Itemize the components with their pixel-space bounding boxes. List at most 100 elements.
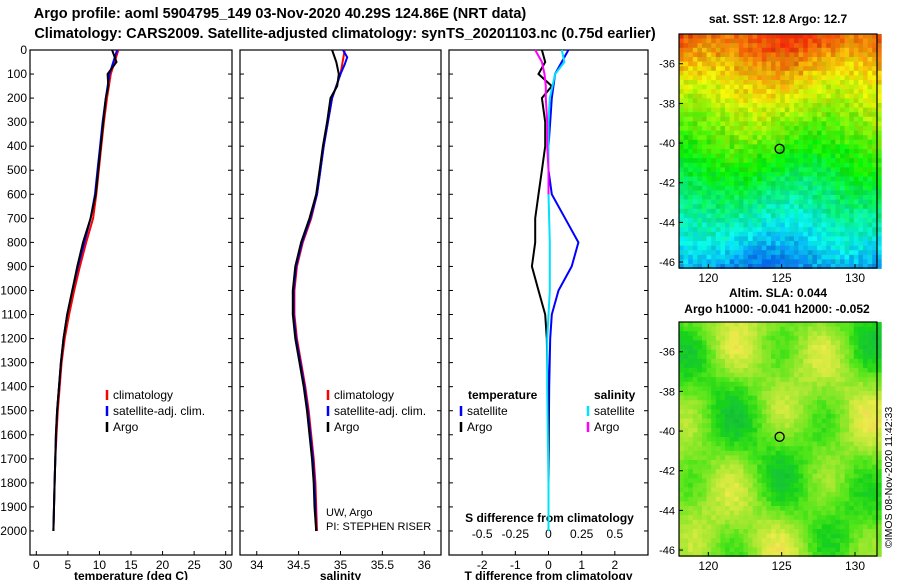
sla-map-cell (876, 547, 882, 553)
sst-map-cell (711, 250, 717, 256)
sst-map-cell (757, 38, 763, 44)
sla-map-cell (835, 529, 841, 534)
sla-map-cell (835, 414, 841, 419)
depth-tick-label: 1600 (0, 428, 27, 442)
sla-map-cell (784, 358, 790, 364)
sst-map-cell (835, 208, 841, 214)
legend-temperature-1: satellite-adj. clim. (113, 404, 205, 418)
sst-map-cell (715, 195, 721, 200)
sla-map-cell (858, 533, 864, 539)
sst-map-cell (858, 195, 864, 200)
sst-map-cell (807, 130, 813, 136)
sla-map-cell (817, 446, 822, 452)
sla-map-cell (734, 432, 740, 438)
sla-map-cell (803, 533, 809, 539)
sst-map-cell (849, 250, 855, 256)
sla-map-cell (807, 368, 813, 373)
sst-map-cell (738, 213, 744, 219)
sst-map-cell (775, 70, 781, 76)
sla-map-cell (748, 368, 753, 373)
sst-map-cell (853, 47, 859, 53)
sst-map-cell (683, 103, 689, 108)
sst-map-cell (784, 70, 790, 76)
sst-map-cell (817, 66, 822, 72)
sst-map-cell (817, 135, 822, 141)
sla-map-cell (844, 552, 850, 557)
sst-map-cell (752, 149, 758, 154)
sst-map-cell (826, 218, 832, 223)
sst-map-cell (715, 218, 721, 223)
sla-map-cell (725, 492, 730, 498)
sla-map-cell (844, 395, 850, 401)
sst-map-cell (812, 264, 818, 269)
sst-map-cell (803, 84, 809, 90)
sst-map-cell (849, 254, 855, 260)
sst-map-cell (729, 149, 735, 154)
sla-map-cell (812, 510, 818, 516)
sst-map-cell (692, 167, 698, 173)
sla-map-cell (798, 519, 804, 525)
depth-tick-label: 400 (7, 139, 27, 153)
sla-map-cell (743, 322, 749, 327)
sst-map-cell (702, 89, 707, 95)
sla-map-cell (817, 501, 822, 507)
sst-map-cell (853, 172, 859, 177)
sst-map-y-tick-label: -36 (659, 59, 675, 71)
sla-map-cell (679, 515, 684, 521)
sla-map-cell (784, 386, 790, 392)
sst-map-cell (757, 130, 763, 136)
sst-map-cell (826, 130, 832, 136)
sla-map-cell (757, 427, 763, 433)
sst-map-cell (858, 52, 864, 58)
sla-map-cell (775, 322, 781, 327)
sla-map-cell (835, 496, 841, 502)
sla-map-cell (840, 395, 845, 401)
sla-map-cell (867, 469, 873, 475)
sla-map-cell (752, 478, 758, 484)
sla-map-cell (725, 455, 730, 461)
sst-map-cell (752, 80, 758, 85)
sla-map-cell (766, 391, 772, 396)
sla-map-cell (807, 345, 813, 350)
sst-map-cell (683, 149, 689, 154)
sla-map-cell (771, 460, 776, 465)
sst-map-cell (720, 176, 726, 182)
sla-map-cell (715, 404, 721, 410)
sst-map-cell (812, 121, 818, 127)
sst-map-cell (858, 172, 864, 177)
sst-map-cell (725, 66, 730, 72)
sla-map-cell (835, 358, 841, 364)
sla-map-cell (752, 372, 758, 378)
sst-map-cell (826, 176, 832, 182)
sst-map-cell (761, 139, 767, 145)
sla-map-cell (821, 400, 827, 406)
sst-map-cell (738, 190, 744, 196)
sst-map-cell (858, 139, 864, 145)
sla-map-cell (706, 552, 712, 557)
sla-map-cell (734, 510, 740, 516)
sst-map-cell (863, 116, 868, 122)
sst-map-cell (748, 153, 753, 159)
sla-map-cell (702, 391, 707, 396)
sst-map-cell (844, 176, 850, 182)
sst-map-cell (803, 149, 809, 154)
sla-map-cell (812, 404, 818, 410)
sst-map-cell (688, 70, 694, 76)
sst-map-cell (821, 34, 827, 39)
sst-map-cell (725, 116, 730, 122)
sla-map-cell (761, 533, 767, 539)
sst-map-cell (844, 199, 850, 205)
sla-map-cell (784, 542, 790, 548)
sla-map-cell (743, 469, 749, 475)
sst-map-cell (683, 84, 689, 90)
sla-map-cell (702, 432, 707, 438)
sla-map-cell (771, 519, 776, 525)
difference-line-salinity-Argo (534, 49, 550, 195)
sla-map-cell (711, 335, 717, 341)
sst-map-cell (720, 172, 726, 177)
sst-map-cell (849, 264, 855, 269)
sla-map-cell (853, 510, 859, 516)
sla-map-cell (679, 510, 684, 516)
sla-map-cell (697, 381, 703, 387)
sla-map-cell (876, 354, 882, 360)
